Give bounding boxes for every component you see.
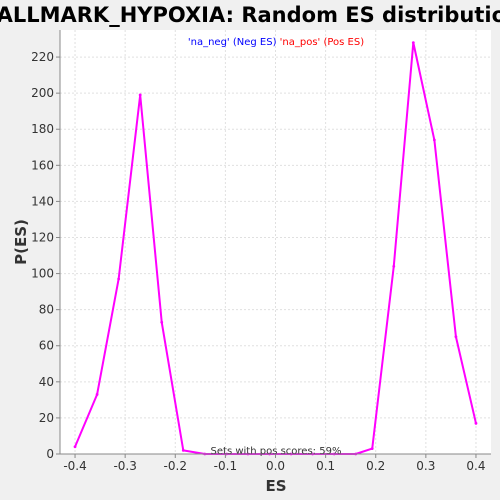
data-point-14	[370, 447, 374, 450]
y-axis-label: P(ES)	[12, 219, 30, 265]
y-tick-label-5: 100	[31, 267, 54, 281]
data-point-19	[474, 421, 478, 425]
x-axis-label: ES	[265, 477, 286, 495]
y-tick-label-8: 160	[31, 158, 54, 172]
legend-text: 'na_neg' (Neg ES) 'na_pos' (Pos ES)	[188, 37, 364, 48]
data-point-16	[411, 41, 415, 45]
data-point-4	[160, 320, 164, 324]
chart-title: HALLMARK_HYPOXIA: Random ES distribution	[0, 3, 500, 27]
y-tick-label-11: 220	[31, 50, 54, 64]
y-tick-label-3: 60	[39, 339, 54, 353]
y-tick-label-4: 80	[39, 303, 54, 317]
data-point-2	[117, 277, 121, 281]
x-tick-label-5: 0.1	[316, 459, 335, 473]
x-tick-label-6: 0.2	[366, 459, 385, 473]
y-tick-label-2: 40	[39, 375, 54, 389]
x-tick-label-4: 0.0	[266, 459, 285, 473]
x-tick-label-1: -0.3	[113, 459, 136, 473]
y-tick-label-1: 20	[39, 411, 54, 425]
x-axis: -0.4 -0.3 -0.2 -0.1 0.0 0.1 0.2 0.3 0.4	[60, 453, 491, 473]
data-point-17	[432, 138, 436, 142]
data-point-18	[454, 335, 458, 339]
x-tick-label-3: -0.1	[214, 459, 237, 473]
legend-entry-pos: 'na_pos' (Pos ES)	[280, 37, 365, 48]
y-tick-label-9: 180	[31, 122, 54, 136]
data-point-3	[138, 93, 142, 97]
data-point-1	[95, 393, 99, 396]
x-tick-label-0: -0.4	[63, 459, 86, 473]
legend-entry-neg: 'na_neg' (Neg ES)	[188, 37, 277, 48]
x-tick-label-2: -0.2	[164, 459, 187, 473]
legend: 'na_neg' (Neg ES) 'na_pos' (Pos ES)	[188, 37, 364, 48]
y-tick-label-0: 0	[46, 447, 54, 461]
y-tick-label-10: 200	[31, 86, 54, 100]
y-axis: 0 20 40 60 80 100 120 140 160 180 200 220	[31, 30, 61, 461]
x-tick-label-8: 0.4	[466, 459, 485, 473]
y-tick-label-7: 140	[31, 194, 54, 208]
data-point-0	[73, 445, 77, 449]
data-point-5	[181, 448, 185, 452]
annotation-text: Sets with pos scores: 59%	[211, 446, 342, 457]
data-point-15	[392, 264, 396, 268]
grid	[60, 30, 491, 455]
y-tick-label-6: 120	[31, 230, 54, 244]
x-tick-label-7: 0.3	[416, 459, 435, 473]
